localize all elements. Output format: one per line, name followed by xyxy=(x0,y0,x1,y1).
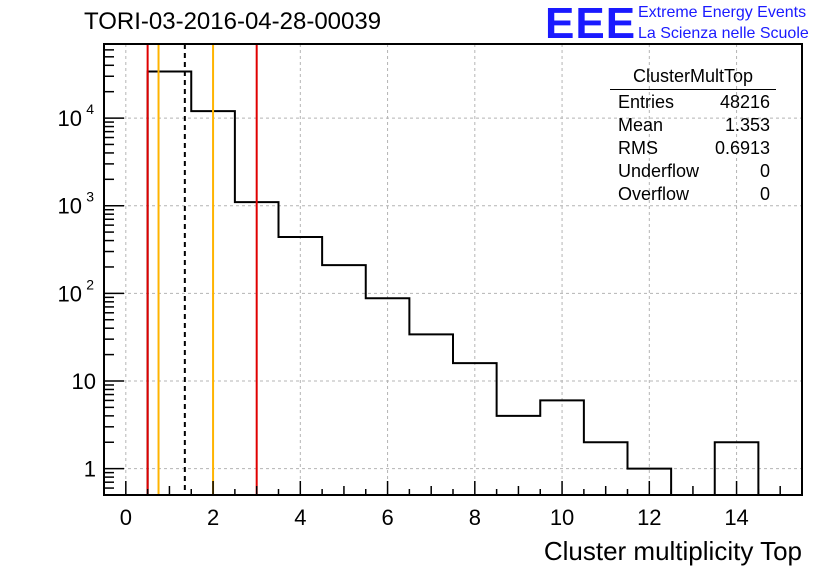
x-tick-label: 14 xyxy=(724,505,748,530)
y-tick-exponent: 3 xyxy=(86,189,94,205)
stat-value: 48216 xyxy=(719,92,770,112)
histogram-bin xyxy=(497,416,541,495)
stats-box: ClusterMultTop Entries 48216 Mean 1.353 … xyxy=(610,66,776,206)
eee-logo-mark: EEE xyxy=(545,0,637,48)
stat-label: RMS xyxy=(618,138,658,158)
x-axis-label: Cluster multiplicity Top xyxy=(544,536,802,566)
histogram-bin xyxy=(279,237,323,495)
y-tick-label: 10 xyxy=(58,281,82,306)
y-tick-label: 10 xyxy=(72,369,96,394)
stat-value: 1.353 xyxy=(724,115,770,135)
stat-value: 0.6913 xyxy=(714,138,770,158)
logo-line-2: La Scienza nelle Scuole xyxy=(638,25,809,42)
histogram-bin xyxy=(322,265,366,495)
stat-value: 0 xyxy=(759,161,770,181)
x-tick-label: 12 xyxy=(637,505,661,530)
x-tick-label: 0 xyxy=(120,505,132,530)
x-tick-label: 2 xyxy=(207,505,219,530)
stat-label: Mean xyxy=(618,115,664,135)
stat-row-rms: RMS 0.6913 xyxy=(610,137,776,160)
x-tick-label: 10 xyxy=(550,505,574,530)
stat-value: 0 xyxy=(759,184,770,204)
stat-row-overflow: Overflow 0 xyxy=(610,183,776,206)
x-tick-label: 6 xyxy=(381,505,393,530)
x-tick-label: 8 xyxy=(469,505,481,530)
logo-line-1: Extreme Energy Events xyxy=(638,4,807,21)
y-tick-exponent: 4 xyxy=(86,101,94,117)
histogram-bin xyxy=(409,334,453,495)
stat-row-underflow: Underflow 0 xyxy=(610,160,776,183)
y-tick-label: 1 xyxy=(84,457,96,482)
stat-label: Underflow xyxy=(618,161,700,181)
y-tick-label: 10 xyxy=(58,106,82,131)
stat-row-mean: Mean 1.353 xyxy=(610,114,776,137)
y-tick-label: 10 xyxy=(58,194,82,219)
chart-title: TORI-03-2016-04-28-00039 xyxy=(84,8,382,35)
stat-label: Overflow xyxy=(618,184,690,204)
x-tick-label: 4 xyxy=(294,505,306,530)
y-tick-exponent: 2 xyxy=(86,276,94,292)
stat-row-entries: Entries 48216 xyxy=(610,91,776,114)
stats-title: ClusterMultTop xyxy=(610,66,776,90)
stat-label: Entries xyxy=(618,92,675,112)
